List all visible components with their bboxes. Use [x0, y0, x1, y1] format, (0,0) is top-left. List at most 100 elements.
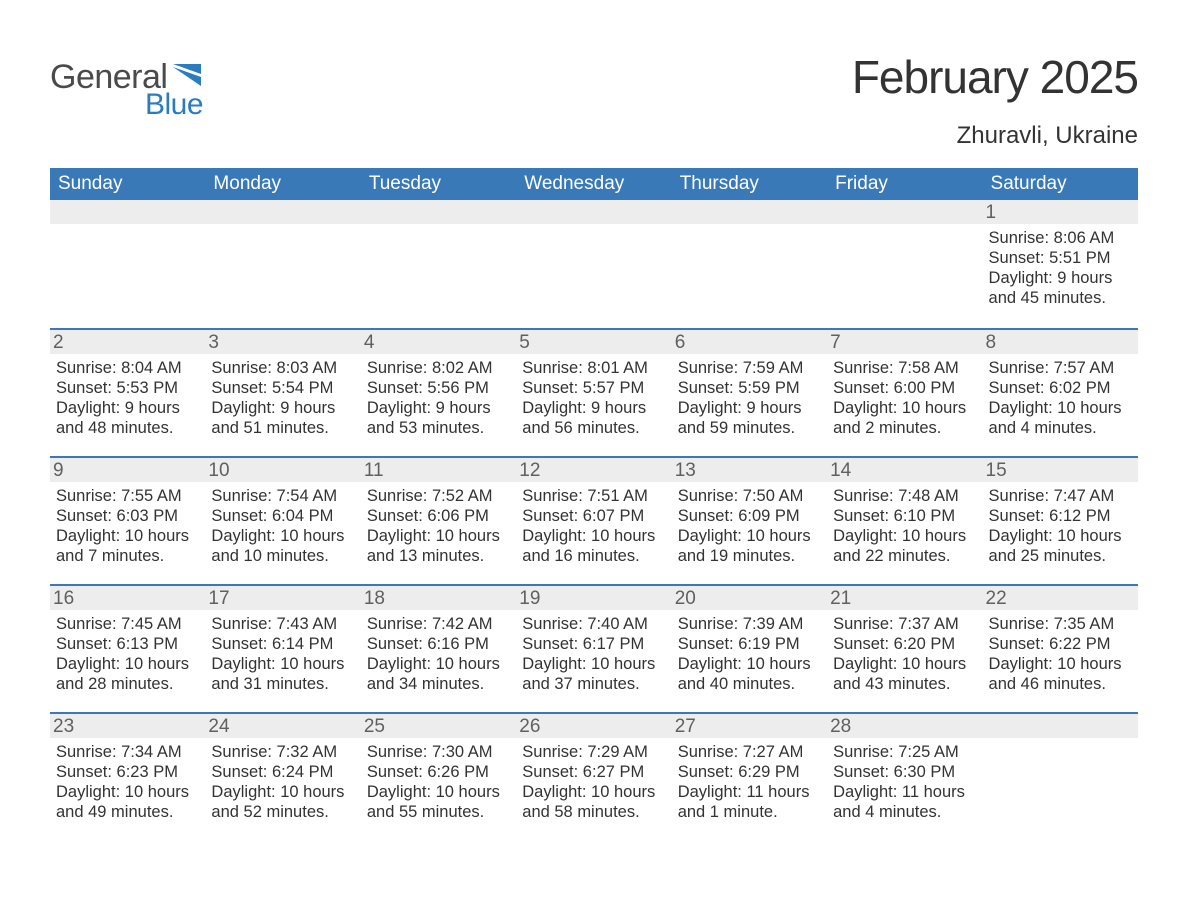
sunrise-text: Sunrise: 7:50 AM — [678, 486, 821, 506]
day-cell: 7Sunrise: 7:58 AMSunset: 6:00 PMDaylight… — [827, 330, 982, 456]
daylight-text: Daylight: 10 hours and 55 minutes. — [367, 782, 510, 822]
day-cell: 19Sunrise: 7:40 AMSunset: 6:17 PMDayligh… — [516, 586, 671, 712]
day-number: 19 — [516, 586, 671, 610]
day-number: 17 — [205, 586, 360, 610]
sunset-text: Sunset: 6:00 PM — [833, 378, 976, 398]
week-row: 9Sunrise: 7:55 AMSunset: 6:03 PMDaylight… — [50, 456, 1138, 584]
sunset-text: Sunset: 6:26 PM — [367, 762, 510, 782]
day-number: . — [516, 200, 671, 224]
sunset-text: Sunset: 6:24 PM — [211, 762, 354, 782]
day-number: 18 — [361, 586, 516, 610]
day-cell: 8 Sunrise: 7:57 AMSunset: 6:02 PMDaylight… — [983, 330, 1138, 456]
sunset-text: Sunset: 5:54 PM — [211, 378, 354, 398]
sunset-text: Sunset: 6:10 PM — [833, 506, 976, 526]
sunrise-text: Sunrise: 7:48 AM — [833, 486, 976, 506]
day-number: 12 — [516, 458, 671, 482]
sunrise-text: Sunrise: 7:52 AM — [367, 486, 510, 506]
sunrise-text: Sunrise: 7:37 AM — [833, 614, 976, 634]
sunset-text: Sunset: 6:03 PM — [56, 506, 199, 526]
day-cell: 4Sunrise: 8:02 AMSunset: 5:56 PMDaylight… — [361, 330, 516, 456]
sunset-text: Sunset: 6:06 PM — [367, 506, 510, 526]
sunrise-text: Sunrise: 7:25 AM — [833, 742, 976, 762]
daylight-text: Daylight: 10 hours and 37 minutes. — [522, 654, 665, 694]
day-number: 27 — [672, 714, 827, 738]
daylight-text: Daylight: 10 hours and 10 minutes. — [211, 526, 354, 566]
sunrise-text: Sunrise: 7:27 AM — [678, 742, 821, 762]
dow-saturday: Saturday — [983, 168, 1138, 200]
day-number: . — [361, 200, 516, 224]
dow-wednesday: Wednesday — [516, 168, 671, 200]
day-cell: 10Sunrise: 7:54 AMSunset: 6:04 PMDayligh… — [205, 458, 360, 584]
day-cell-empty: . — [983, 714, 1138, 840]
day-cell-empty: . — [205, 200, 360, 328]
sunrise-text: Sunrise: 7:32 AM — [211, 742, 354, 762]
day-cell: 15Sunrise: 7:47 AMSunset: 6:12 PMDayligh… — [983, 458, 1138, 584]
day-cell: 2Sunrise: 8:04 AMSunset: 5:53 PMDaylight… — [50, 330, 205, 456]
day-number: 16 — [50, 586, 205, 610]
day-cell: 18Sunrise: 7:42 AMSunset: 6:16 PMDayligh… — [361, 586, 516, 712]
daylight-text: Daylight: 10 hours and 40 minutes. — [678, 654, 821, 694]
day-number: 20 — [672, 586, 827, 610]
weeks-container: ......1Sunrise: 8:06 AMSunset: 5:51 PMDa… — [50, 200, 1138, 840]
day-number: 5 — [516, 330, 671, 354]
sunrise-text: Sunrise: 7:39 AM — [678, 614, 821, 634]
day-number: 10 — [205, 458, 360, 482]
daylight-text: Daylight: 10 hours and 4 minutes. — [989, 398, 1132, 438]
daylight-text: Daylight: 10 hours and 13 minutes. — [367, 526, 510, 566]
day-cell: 11Sunrise: 7:52 AMSunset: 6:06 PMDayligh… — [361, 458, 516, 584]
sunset-text: Sunset: 5:51 PM — [989, 248, 1132, 268]
day-number: 3 — [205, 330, 360, 354]
week-row: 2Sunrise: 8:04 AMSunset: 5:53 PMDaylight… — [50, 328, 1138, 456]
sunrise-text: Sunrise: 7:35 AM — [989, 614, 1132, 634]
sunset-text: Sunset: 6:27 PM — [522, 762, 665, 782]
sunrise-text: Sunrise: 7:29 AM — [522, 742, 665, 762]
day-cell-empty: . — [827, 200, 982, 328]
sunset-text: Sunset: 6:29 PM — [678, 762, 821, 782]
daylight-text: Daylight: 9 hours and 53 minutes. — [367, 398, 510, 438]
sunset-text: Sunset: 5:57 PM — [522, 378, 665, 398]
day-number: 13 — [672, 458, 827, 482]
day-number: . — [205, 200, 360, 224]
dow-monday: Monday — [205, 168, 360, 200]
sunrise-text: Sunrise: 7:59 AM — [678, 358, 821, 378]
day-number: 24 — [205, 714, 360, 738]
dow-thursday: Thursday — [672, 168, 827, 200]
sunset-text: Sunset: 6:09 PM — [678, 506, 821, 526]
day-number: 9 — [50, 458, 205, 482]
month-title: February 2025 — [852, 50, 1138, 104]
day-number: 2 — [50, 330, 205, 354]
day-number: 25 — [361, 714, 516, 738]
day-number: . — [827, 200, 982, 224]
logo-text-blue: Blue — [145, 88, 203, 122]
sunset-text: Sunset: 6:02 PM — [989, 378, 1132, 398]
title-block: February 2025 Zhuravli, Ukraine — [852, 50, 1138, 150]
sunrise-text: Sunrise: 8:01 AM — [522, 358, 665, 378]
day-number: 7 — [827, 330, 982, 354]
daylight-text: Daylight: 11 hours and 1 minute. — [678, 782, 821, 822]
daylight-text: Daylight: 9 hours and 45 minutes. — [989, 268, 1132, 308]
day-number: 15 — [983, 458, 1138, 482]
sunrise-text: Sunrise: 7:58 AM — [833, 358, 976, 378]
day-cell-empty: . — [516, 200, 671, 328]
sunset-text: Sunset: 5:53 PM — [56, 378, 199, 398]
day-number: . — [50, 200, 205, 224]
daylight-text: Daylight: 10 hours and 58 minutes. — [522, 782, 665, 822]
sunset-text: Sunset: 6:23 PM — [56, 762, 199, 782]
day-number: . — [983, 714, 1138, 738]
sunset-text: Sunset: 6:07 PM — [522, 506, 665, 526]
sunrise-text: Sunrise: 7:57 AM — [989, 358, 1132, 378]
day-number: 14 — [827, 458, 982, 482]
daylight-text: Daylight: 10 hours and 43 minutes. — [833, 654, 976, 694]
daylight-text: Daylight: 9 hours and 59 minutes. — [678, 398, 821, 438]
day-number: 8 — [983, 330, 1138, 354]
day-cell-empty: . — [50, 200, 205, 328]
sunrise-text: Sunrise: 7:30 AM — [367, 742, 510, 762]
header: General Blue February 2025 Zhuravli, Ukr… — [50, 50, 1138, 150]
day-cell-empty: . — [361, 200, 516, 328]
daylight-text: Daylight: 10 hours and 22 minutes. — [833, 526, 976, 566]
daylight-text: Daylight: 10 hours and 7 minutes. — [56, 526, 199, 566]
sunset-text: Sunset: 6:16 PM — [367, 634, 510, 654]
day-cell: 28Sunrise: 7:25 AMSunset: 6:30 PMDayligh… — [827, 714, 982, 840]
sunset-text: Sunset: 6:20 PM — [833, 634, 976, 654]
day-cell: 25 Sunrise: 7:30 AMSunset: 6:26 PMDayligh… — [361, 714, 516, 840]
